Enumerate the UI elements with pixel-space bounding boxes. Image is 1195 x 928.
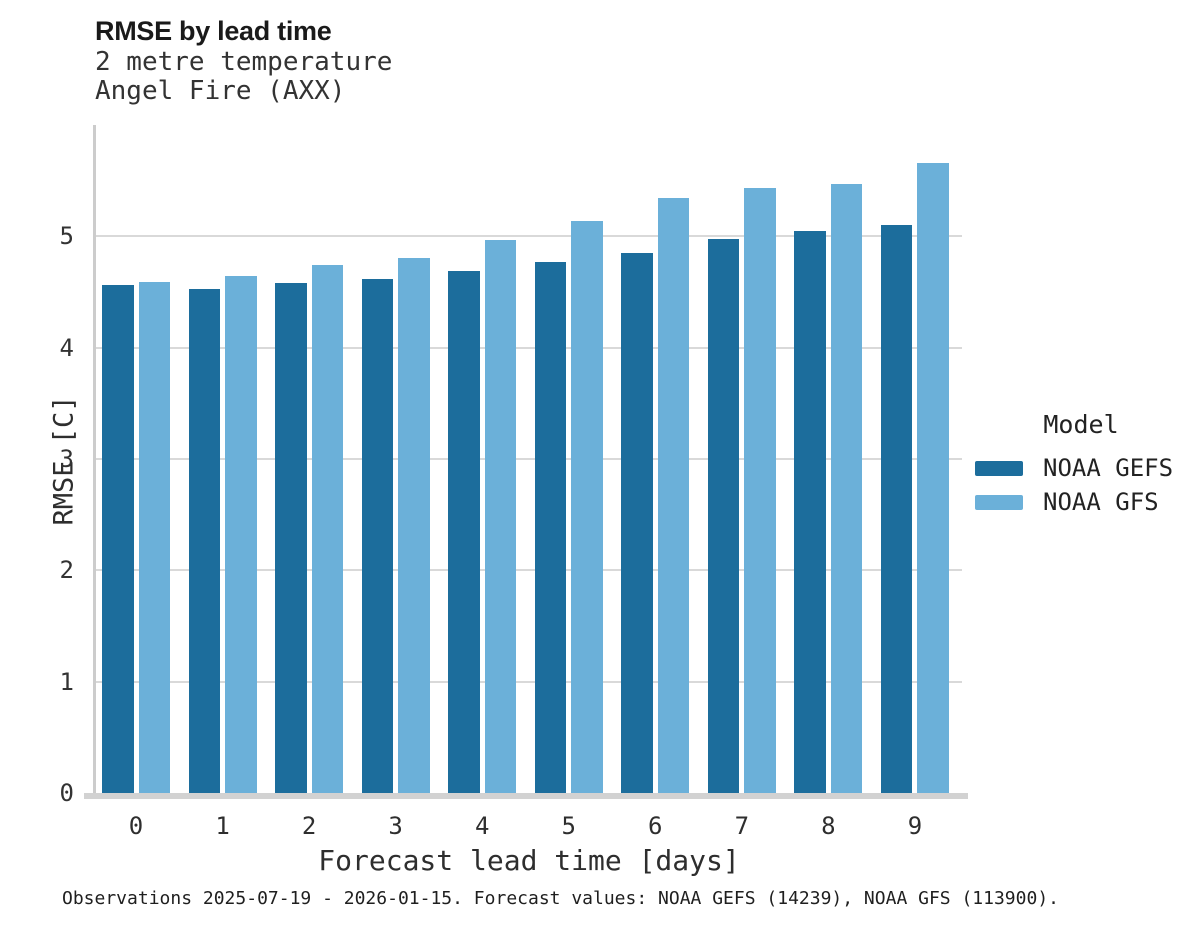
bar-noaa-gfs-lead-4 bbox=[484, 239, 517, 793]
x-tick-label-5: 5 bbox=[561, 812, 576, 840]
bar-noaa-gefs-lead-1 bbox=[188, 288, 221, 793]
bar-noaa-gfs-lead-0 bbox=[138, 281, 170, 793]
bar-series-container bbox=[96, 125, 962, 793]
gridline-y-1 bbox=[96, 680, 962, 683]
legend-label: NOAA GFS bbox=[1043, 488, 1159, 516]
footer-caption: Observations 2025-07-19 - 2026-01-15. Fo… bbox=[62, 888, 1059, 909]
x-tick-label-9: 9 bbox=[907, 812, 923, 840]
plot-area bbox=[84, 125, 968, 799]
x-tick-label-1: 1 bbox=[215, 812, 230, 840]
y-tick-label-3: 3 bbox=[59, 445, 74, 473]
bar-noaa-gefs-lead-0 bbox=[102, 285, 134, 793]
y-tick-label-0: 0 bbox=[59, 779, 74, 807]
bar-noaa-gefs-lead-4 bbox=[448, 270, 480, 793]
chart-header: RMSE by lead time 2 metre temperature An… bbox=[95, 14, 392, 106]
bar-group-lead-6 bbox=[621, 125, 690, 793]
x-axis-baseline bbox=[84, 793, 968, 799]
legend-title: Model bbox=[1043, 410, 1119, 439]
bar-noaa-gefs-lead-5 bbox=[534, 261, 567, 793]
y-tick-label-5: 5 bbox=[59, 222, 74, 251]
x-tick-label-7: 7 bbox=[734, 812, 750, 840]
bar-noaa-gefs-lead-9 bbox=[880, 225, 913, 793]
bar-group-lead-9 bbox=[880, 125, 949, 793]
x-tick-label-0: 0 bbox=[128, 812, 144, 840]
bar-noaa-gefs-lead-2 bbox=[275, 283, 307, 793]
x-tick-label-3: 3 bbox=[388, 812, 403, 840]
bar-noaa-gfs-lead-3 bbox=[398, 257, 430, 793]
legend: Model NOAA GEFS NOAA GFS bbox=[975, 410, 1187, 519]
x-tick-label-4: 4 bbox=[474, 812, 490, 840]
x-tick-label-8: 8 bbox=[821, 812, 836, 840]
bar-noaa-gfs-lead-8 bbox=[830, 184, 863, 793]
x-tick-label-6: 6 bbox=[648, 812, 663, 840]
gridline-y-2 bbox=[96, 569, 962, 572]
bar-noaa-gefs-lead-3 bbox=[361, 278, 394, 793]
gridline-y-5 bbox=[96, 235, 962, 238]
bar-group-lead-8 bbox=[794, 125, 863, 793]
x-tick-label-2: 2 bbox=[301, 812, 317, 840]
legend-swatch-icon bbox=[975, 494, 1023, 510]
x-axis-ticks: 0 1 2 3 4 5 6 7 8 9 bbox=[96, 812, 962, 840]
bar-group-lead-4 bbox=[448, 125, 517, 793]
bar-noaa-gfs-lead-5 bbox=[571, 220, 603, 793]
bar-noaa-gefs-lead-6 bbox=[621, 253, 653, 793]
legend-item-noaa-gefs: NOAA GEFS bbox=[975, 451, 1187, 485]
y-tick-label-1: 1 bbox=[59, 667, 74, 696]
bar-group-lead-7 bbox=[707, 125, 776, 793]
bar-group-lead-3 bbox=[361, 125, 430, 793]
bar-group-lead-2 bbox=[275, 125, 344, 793]
y-tick-label-2: 2 bbox=[59, 556, 74, 585]
chart-subtitle-variable: 2 metre temperature bbox=[95, 47, 393, 77]
gridline-y-3 bbox=[96, 458, 962, 460]
bar-noaa-gefs-lead-7 bbox=[707, 238, 740, 793]
bar-group-lead-0 bbox=[102, 125, 170, 793]
bar-noaa-gfs-lead-7 bbox=[744, 188, 776, 793]
legend-items: NOAA GEFS NOAA GFS bbox=[975, 451, 1187, 519]
bar-group-lead-1 bbox=[188, 125, 257, 793]
chart-title: RMSE by lead time bbox=[95, 16, 332, 46]
legend-item-noaa-gfs: NOAA GFS bbox=[975, 485, 1187, 519]
bar-noaa-gfs-lead-9 bbox=[917, 162, 949, 793]
bar-noaa-gefs-lead-8 bbox=[794, 230, 826, 793]
bar-noaa-gfs-lead-6 bbox=[657, 198, 690, 793]
gridline-y-4 bbox=[96, 346, 962, 349]
bar-noaa-gfs-lead-1 bbox=[225, 276, 257, 793]
bar-noaa-gfs-lead-2 bbox=[311, 265, 344, 793]
chart-subtitle-station: Angel Fire (AXX) bbox=[95, 76, 346, 106]
legend-swatch-icon bbox=[975, 460, 1023, 476]
y-tick-label-4: 4 bbox=[59, 333, 74, 362]
bar-group-lead-5 bbox=[534, 125, 603, 793]
legend-label: NOAA GEFS bbox=[1043, 454, 1174, 482]
x-axis-title: Forecast lead time [days] bbox=[318, 844, 740, 877]
